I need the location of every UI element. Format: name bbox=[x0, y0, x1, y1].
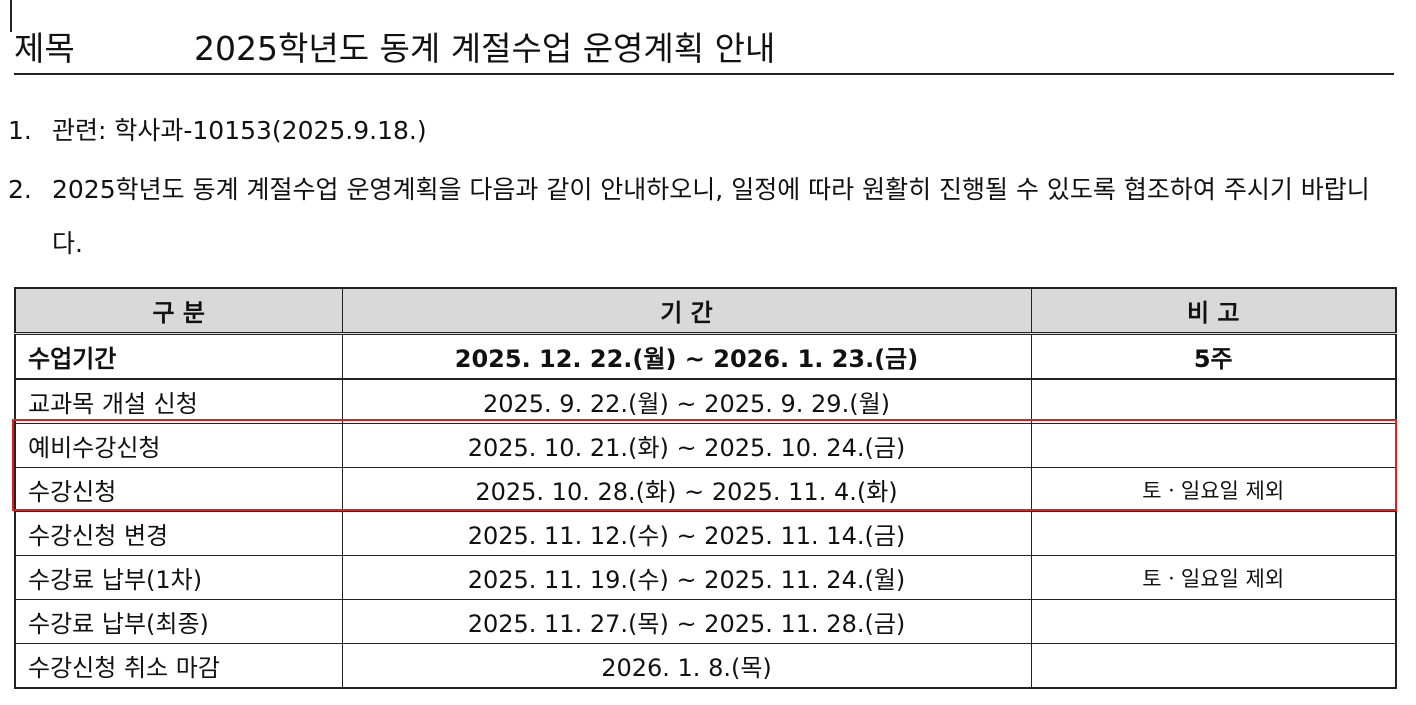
item-number: 2. bbox=[8, 175, 32, 204]
table-row: 수강신청 변경 2025. 11. 12.(수) ~ 2025. 11. 14.(… bbox=[14, 511, 1397, 556]
table-row: 수강신청 취소 마감 2026. 1. 8.(목) bbox=[14, 643, 1397, 689]
item-number: 1. bbox=[8, 116, 32, 145]
note-cell bbox=[1030, 599, 1397, 644]
period-cell: 2025. 11. 12.(수) ~ 2025. 11. 14.(금) bbox=[341, 511, 1032, 556]
item-text: 2025학년도 동계 계절수업 운영계획을 다음과 같이 안내하오니, 일정에 … bbox=[52, 175, 1370, 258]
note-cell bbox=[1030, 643, 1397, 689]
table-row: 교과목 개설 신청 2025. 9. 22.(월) ~ 2025. 9. 29.(… bbox=[14, 378, 1397, 424]
category-cell: 예비수강신청 bbox=[14, 423, 343, 468]
note-cell bbox=[1030, 511, 1397, 556]
text-cursor bbox=[10, 0, 12, 32]
item-text: 관련: 학사과-10153(2025.9.18.) bbox=[52, 116, 427, 145]
table-row: 수강료 납부(1차) 2025. 11. 19.(수) ~ 2025. 11. 2… bbox=[14, 555, 1397, 600]
column-header: 기 간 bbox=[341, 287, 1032, 335]
note-cell: 토ㆍ일요일 제외 bbox=[1030, 467, 1397, 512]
period-cell: 2025. 10. 28.(화) ~ 2025. 11. 4.(화) bbox=[341, 467, 1032, 512]
period-cell: 2025. 10. 21.(화) ~ 2025. 10. 24.(금) bbox=[341, 423, 1032, 468]
table-row: 예비수강신청 2025. 10. 21.(화) ~ 2025. 10. 24.(금… bbox=[14, 423, 1397, 468]
note-cell bbox=[1030, 378, 1397, 424]
column-header: 구 분 bbox=[14, 287, 343, 335]
period-cell: 2025. 11. 19.(수) ~ 2025. 11. 24.(월) bbox=[341, 555, 1032, 600]
category-cell: 수강료 납부(최종) bbox=[14, 599, 343, 644]
period-cell: 2025. 9. 22.(월) ~ 2025. 9. 29.(월) bbox=[341, 378, 1032, 424]
title-label: 제목 bbox=[14, 28, 75, 68]
note-cell bbox=[1030, 423, 1397, 468]
period-cell: 2025. 12. 22.(월) ~ 2026. 1. 23.(금) bbox=[341, 333, 1032, 380]
title-row: 제목 2025학년도 동계 계절수업 운영계획 안내 bbox=[14, 18, 1394, 75]
category-cell: 수강신청 취소 마감 bbox=[14, 643, 343, 689]
category-cell: 수강료 납부(1차) bbox=[14, 555, 343, 600]
category-cell: 수강신청 변경 bbox=[14, 511, 343, 556]
category-cell: 수업기간 bbox=[14, 333, 343, 380]
category-cell: 수강신청 bbox=[14, 467, 343, 512]
list-item: 2. 2025학년도 동계 계절수업 운영계획을 다음과 같이 안내하오니, 일정… bbox=[8, 163, 1400, 271]
column-header: 비 고 bbox=[1030, 287, 1397, 335]
note-cell: 5주 bbox=[1030, 333, 1397, 380]
table-row: 수업기간 2025. 12. 22.(월) ~ 2026. 1. 23.(금) 5주 bbox=[14, 333, 1397, 380]
list-item: 1. 관련: 학사과-10153(2025.9.18.) bbox=[8, 104, 1400, 158]
title-text: 2025학년도 동계 계절수업 운영계획 안내 bbox=[194, 28, 776, 68]
table-row: 수강신청 2025. 10. 28.(화) ~ 2025. 11. 4.(화) 토ㆍ… bbox=[14, 467, 1397, 512]
note-cell: 토ㆍ일요일 제외 bbox=[1030, 555, 1397, 600]
period-cell: 2026. 1. 8.(목) bbox=[341, 643, 1032, 689]
table-row: 수강료 납부(최종) 2025. 11. 27.(목) ~ 2025. 11. 2… bbox=[14, 599, 1397, 644]
period-cell: 2025. 11. 27.(목) ~ 2025. 11. 28.(금) bbox=[341, 599, 1032, 644]
category-cell: 교과목 개설 신청 bbox=[14, 378, 343, 424]
